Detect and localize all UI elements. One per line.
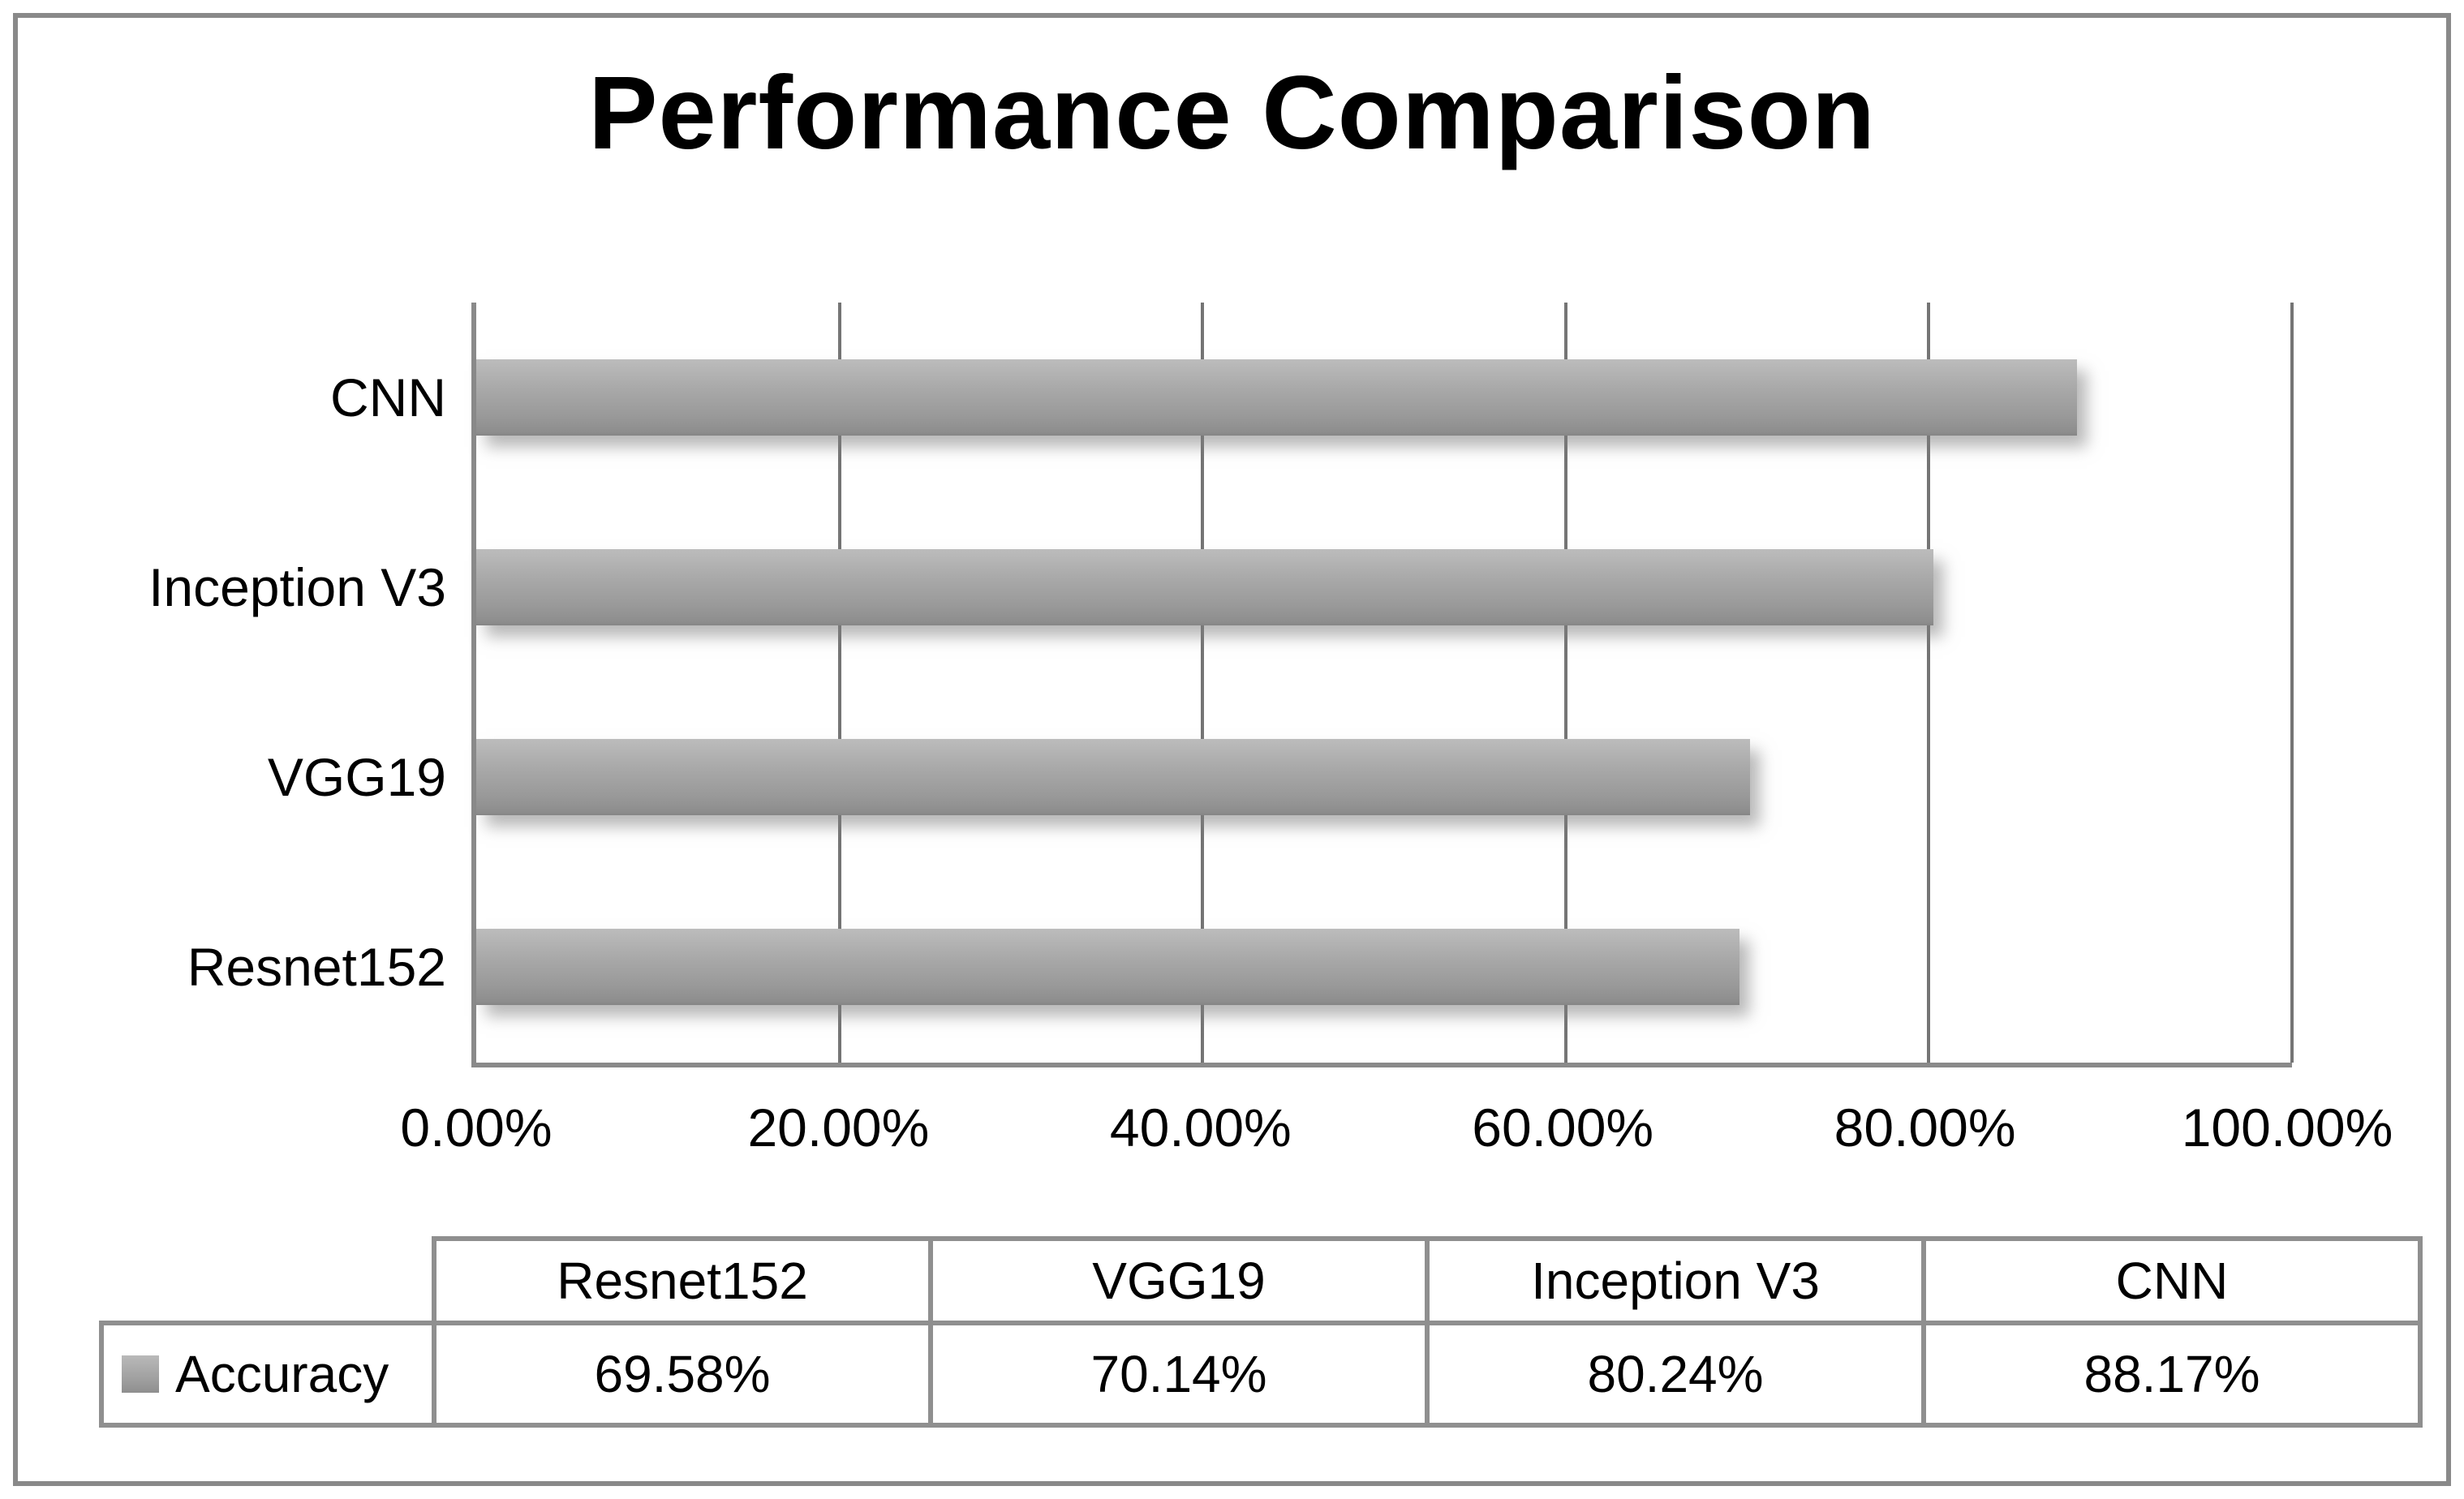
y-axis-category-labels: CNN Inception V3 VGG19 Resnet152 <box>32 303 446 1063</box>
table-header-inception-v3: Inception V3 <box>1425 1236 1926 1325</box>
table-header-row: Resnet152 VGG19 Inception V3 CNN <box>101 1236 2423 1325</box>
gridline-40 <box>1201 303 1205 1063</box>
x-tick-60: 60.00% <box>1472 1097 1654 1158</box>
bar-row-vgg19 <box>476 682 2292 872</box>
x-tick-100: 100.00% <box>2181 1097 2393 1158</box>
x-tick-40: 40.00% <box>1109 1097 1292 1158</box>
x-axis-tick-labels: 0.00% 20.00% 40.00% 60.00% 80.00% 100.00… <box>400 1097 2393 1170</box>
legend-series-label: Accuracy <box>175 1345 389 1403</box>
table-value-resnet152: 69.58% <box>432 1321 933 1428</box>
data-table: Resnet152 VGG19 Inception V3 CNN Accurac… <box>99 1236 2423 1428</box>
table-corner-empty-cell <box>101 1239 434 1323</box>
bar-row-cnn <box>476 303 2292 492</box>
table-value-vgg19: 70.14% <box>928 1321 1430 1428</box>
bar-resnet152 <box>476 929 1740 1005</box>
x-tick-0: 0.00% <box>400 1097 553 1158</box>
bar-cnn <box>476 359 2078 436</box>
category-label-cnn: CNN <box>330 367 446 427</box>
category-label-vgg19: VGG19 <box>267 747 446 807</box>
legend-swatch-icon <box>122 1355 159 1393</box>
bar-inception-v3 <box>476 549 1933 625</box>
table-header-resnet152: Resnet152 <box>432 1236 933 1325</box>
table-values-row: Accuracy 69.58% 70.14% 80.24% 88.17% <box>99 1321 2423 1428</box>
gridline-60 <box>1563 303 1567 1063</box>
bar-vgg19 <box>476 739 1750 815</box>
bar-row-inception <box>476 492 2292 682</box>
table-value-cnn: 88.17% <box>1921 1321 2423 1428</box>
table-header-cnn: CNN <box>1921 1236 2423 1325</box>
x-tick-20: 20.00% <box>747 1097 930 1158</box>
category-label-resnet152: Resnet152 <box>187 937 446 997</box>
chart-title: Performance Comparison <box>588 55 1876 171</box>
gridline-80 <box>1927 303 1931 1063</box>
table-value-inception-v3: 80.24% <box>1425 1321 1926 1428</box>
legend-cell: Accuracy <box>99 1321 436 1428</box>
table-header-vgg19: VGG19 <box>928 1236 1430 1325</box>
bar-row-resnet152 <box>476 872 2292 1062</box>
gridline-20 <box>837 303 841 1063</box>
x-tick-80: 80.00% <box>1834 1097 2016 1158</box>
gridline-100 <box>2290 303 2294 1063</box>
category-label-inception: Inception V3 <box>148 557 446 617</box>
plot-area <box>471 303 2294 1067</box>
